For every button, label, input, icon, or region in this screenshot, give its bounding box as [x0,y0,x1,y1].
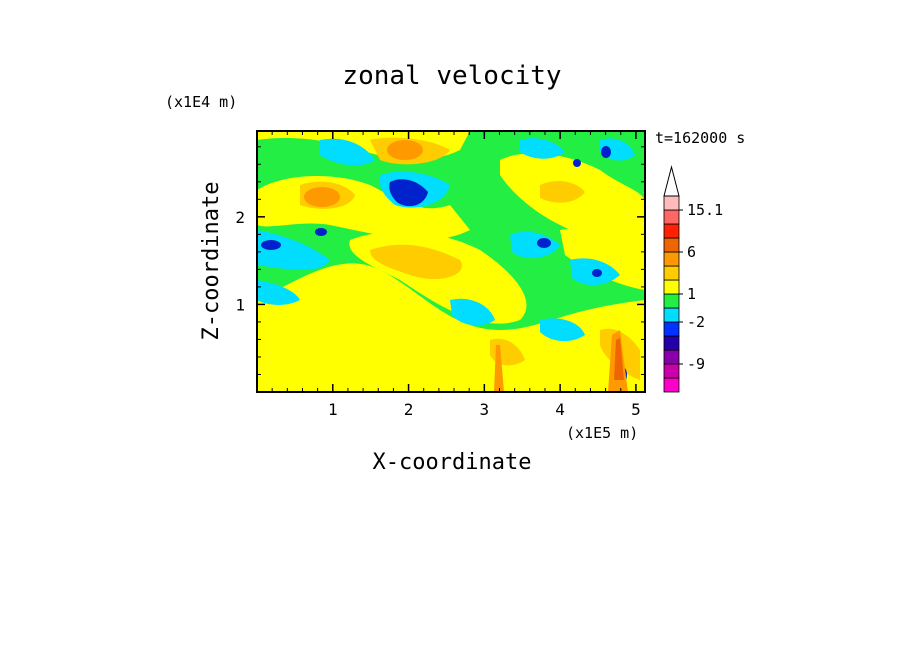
colorbar-swatch [663,363,680,379]
x-tick-label: 5 [631,400,641,419]
colorbar-extend-triangle [663,165,680,197]
x-tick-label: 4 [555,400,565,419]
colorbar-label: -9 [687,355,705,373]
colorbar-swatch [663,237,680,253]
colorbar-swatch [663,209,680,225]
y-tick-label: 2 [235,208,245,227]
colorbar-label: 15.1 [687,201,723,219]
contour-field [257,131,645,392]
chart-title: zonal velocity [342,61,561,91]
colorbar-swatch [663,195,680,211]
colorbar-swatch [663,349,680,365]
colorbar-swatch [663,265,680,281]
x-tick-label: 1 [328,400,338,419]
x-tick-label: 3 [480,400,490,419]
colorbar-swatch [663,251,680,267]
x-tick-label: 2 [404,400,414,419]
y-axis-label: Z-coordinate [199,182,224,341]
colorbar: 15.1 6 1 -2 -9 [663,165,723,393]
colorbar-label: 6 [687,243,696,261]
x-axis-label: X-coordinate [373,450,532,475]
time-label: t=162000 s [655,129,745,147]
plot-frame [256,130,646,393]
colorbar-swatch [663,307,680,323]
colorbar-swatch [663,377,680,393]
x-scale-label: (x1E5 m) [566,424,638,442]
y-tick-label: 1 [235,295,245,314]
colorbar-swatch [663,321,680,337]
colorbar-swatch [663,293,680,309]
colorbar-swatch [663,279,680,295]
colorbar-swatch [663,223,680,239]
y-scale-label: (x1E4 m) [165,93,237,111]
colorbar-swatch [663,335,680,351]
axis-ticks: 1 2 3 4 5 1 2 [235,131,645,419]
colorbar-label: 1 [687,285,696,303]
colorbar-label: -2 [687,313,705,331]
